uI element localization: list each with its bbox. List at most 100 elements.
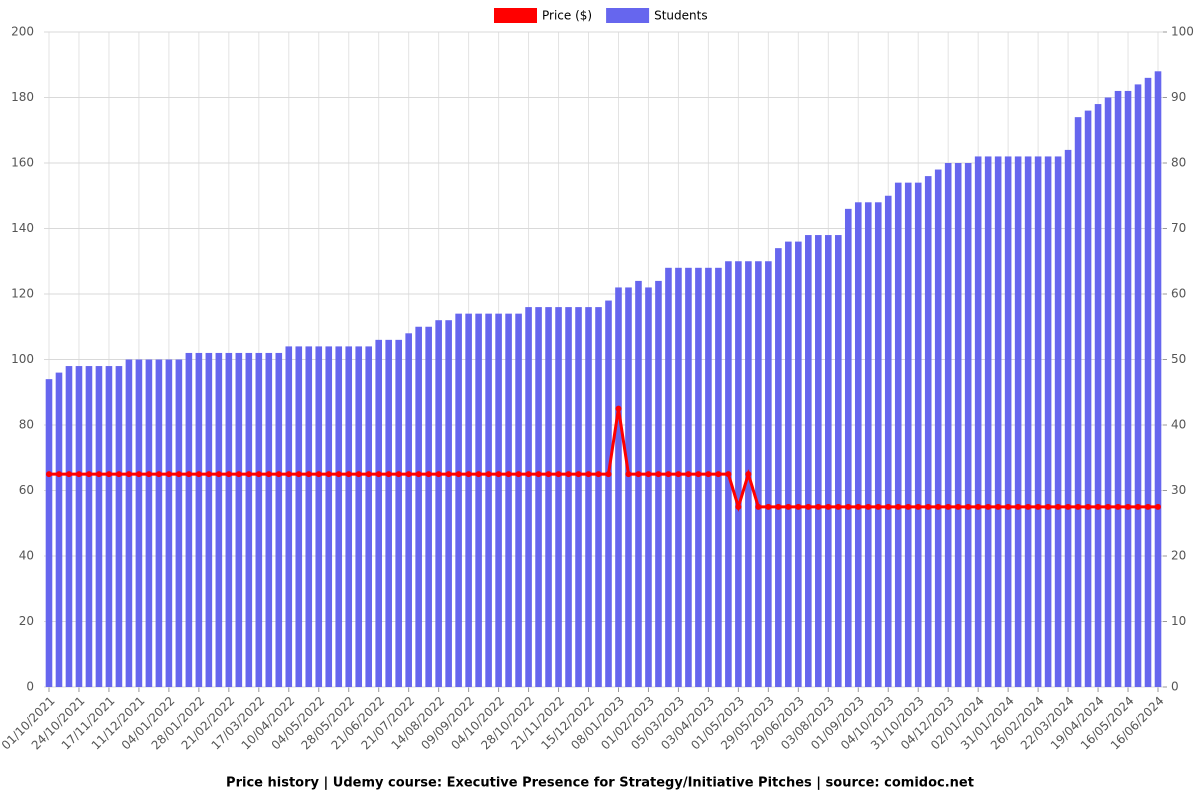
bar — [1134, 84, 1142, 687]
y-tick-label: 60 — [19, 483, 34, 497]
price-point — [145, 471, 152, 478]
price-point — [795, 503, 802, 510]
bar — [815, 235, 822, 688]
bar — [265, 352, 273, 687]
bar — [894, 182, 902, 687]
price-point — [365, 471, 372, 478]
price-point — [645, 471, 652, 478]
price-point — [945, 503, 952, 510]
bar — [1004, 156, 1012, 687]
chart-title: Price history | Udemy course: Executive … — [226, 776, 974, 791]
price-point — [935, 503, 942, 510]
bar — [615, 287, 622, 687]
y2-tick-label: 100 — [1171, 25, 1194, 39]
price-point — [605, 471, 612, 478]
bar — [145, 359, 153, 687]
bar — [535, 307, 542, 687]
bar — [235, 352, 243, 687]
price-point — [165, 471, 172, 478]
bar — [355, 346, 363, 687]
bar — [715, 267, 722, 687]
price-point — [405, 471, 412, 478]
bar — [515, 313, 522, 687]
bar — [545, 307, 552, 687]
bar — [395, 339, 402, 687]
bar — [884, 195, 892, 687]
bar — [844, 208, 852, 687]
bar — [705, 267, 712, 687]
price-point — [425, 471, 432, 478]
bar — [675, 267, 682, 687]
bar — [85, 366, 93, 687]
bar — [1054, 156, 1062, 687]
price-point — [135, 471, 142, 478]
bar — [75, 366, 83, 687]
bar — [465, 313, 472, 687]
price-point — [1045, 503, 1052, 510]
price-point — [1035, 503, 1042, 510]
price-point — [155, 471, 162, 478]
price-point — [835, 503, 842, 510]
price-point — [585, 471, 592, 478]
bar — [135, 359, 143, 687]
price-point — [545, 471, 552, 478]
bar — [1014, 156, 1022, 687]
price-point — [865, 503, 872, 510]
bar — [785, 241, 792, 687]
price-point — [125, 471, 132, 478]
price-point — [75, 471, 82, 478]
price-point — [175, 471, 182, 478]
price-point — [595, 471, 602, 478]
price-point — [225, 471, 232, 478]
price-point — [775, 503, 782, 510]
bar — [205, 352, 213, 687]
bar — [415, 326, 422, 687]
bar — [914, 182, 922, 687]
price-point — [265, 471, 272, 478]
bar — [45, 379, 53, 687]
bar — [1104, 97, 1112, 687]
bar — [505, 313, 512, 687]
y-tick-label: 40 — [19, 549, 34, 563]
bar — [944, 163, 952, 687]
price-point — [685, 471, 692, 478]
bar — [854, 202, 862, 688]
price-point — [435, 471, 442, 478]
bar — [295, 346, 303, 687]
price-point — [1155, 503, 1162, 510]
bar — [665, 267, 672, 687]
price-point — [905, 503, 912, 510]
y-tick-label: 0 — [26, 680, 34, 694]
price-point — [45, 471, 52, 478]
bar — [585, 307, 592, 687]
price-point — [895, 503, 902, 510]
bar — [345, 346, 353, 687]
bar — [595, 307, 602, 687]
price-point — [565, 471, 572, 478]
bar — [115, 366, 123, 687]
bar — [904, 182, 912, 687]
bar — [1074, 117, 1082, 687]
y-tick-label: 140 — [11, 221, 34, 235]
y2-tick-label: 40 — [1171, 418, 1186, 432]
legend-swatch — [494, 8, 537, 23]
price-point — [635, 471, 642, 478]
bar — [825, 235, 832, 688]
y2-tick-label: 30 — [1171, 483, 1186, 497]
price-point — [95, 471, 102, 478]
price-line — [48, 408, 1158, 513]
price-point — [535, 471, 542, 478]
bar — [645, 287, 652, 687]
price-point — [785, 503, 792, 510]
bar — [175, 359, 183, 687]
bar — [735, 261, 742, 687]
bar — [245, 352, 253, 687]
bar — [625, 287, 632, 687]
price-point — [345, 471, 352, 478]
price-point — [715, 471, 722, 478]
bar — [165, 359, 173, 687]
price-point — [1015, 503, 1022, 510]
price-point — [325, 471, 332, 478]
bar — [984, 156, 992, 687]
